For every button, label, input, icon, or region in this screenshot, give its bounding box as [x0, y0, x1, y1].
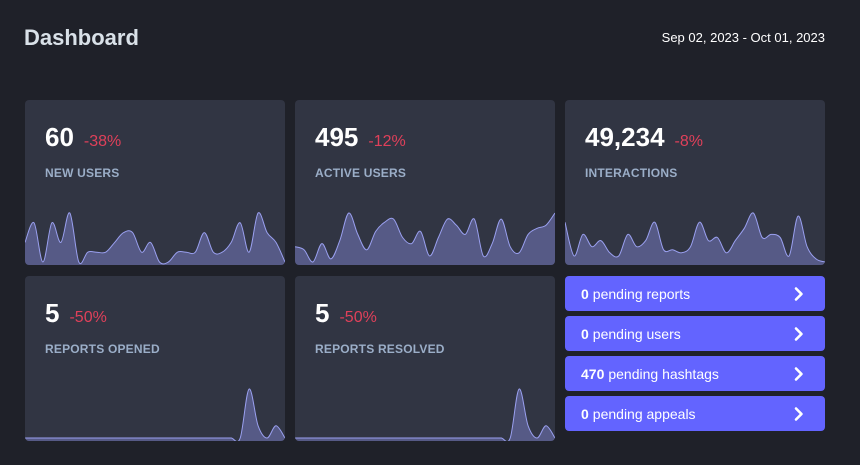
sparkline-line	[25, 388, 285, 441]
metric-label: INTERACTIONS	[585, 166, 678, 180]
sparkline-reports-resolved	[295, 388, 555, 441]
sparkline-line	[25, 212, 285, 265]
metric-card-reports-resolved: 5 -50% REPORTS RESOLVED	[295, 276, 555, 441]
sparkline-area	[25, 388, 285, 441]
pending-count: 470	[581, 365, 605, 382]
pending-count: 0	[581, 325, 589, 342]
sparkline-new-users	[25, 212, 285, 265]
metric-change: -8%	[674, 133, 703, 150]
metric-label: REPORTS OPENED	[45, 342, 160, 356]
sparkline-area	[295, 212, 555, 265]
sparkline-interactions	[565, 212, 825, 265]
metric-label: ACTIVE USERS	[315, 166, 407, 180]
metric-change: -38%	[83, 133, 122, 150]
sparkline-active-users	[295, 212, 555, 265]
pending-label: pending users	[592, 325, 681, 342]
pending-label: pending reports	[592, 285, 691, 302]
sparkline-line	[295, 388, 555, 441]
sparkline-area	[25, 212, 285, 265]
chevron-right-icon	[794, 366, 803, 381]
metric-card-reports-opened: 5 -50% REPORTS OPENED	[25, 276, 285, 441]
pending-appeals-button[interactable]: 0 pending appeals	[565, 396, 825, 431]
metric-change: -50%	[69, 309, 107, 326]
pending-count: 0	[581, 285, 589, 302]
metric-card-new-users: 60 -38% NEW USERS	[25, 100, 285, 265]
pending-count: 0	[581, 405, 589, 422]
page-title: Dashboard	[24, 25, 139, 50]
pending-label: pending appeals	[592, 405, 696, 422]
metric-value: 5	[315, 298, 330, 328]
metric-card-active-users: 495 -12% ACTIVE USERS	[295, 100, 555, 265]
sparkline-reports-opened	[25, 388, 285, 441]
metric-change: -12%	[368, 133, 406, 150]
pending-hashtags-button[interactable]: 470 pending hashtags	[565, 356, 825, 391]
sparkline-area	[565, 212, 825, 265]
metric-change: -50%	[339, 309, 377, 326]
metric-value: 5	[45, 298, 60, 328]
chevron-right-icon	[794, 406, 803, 421]
pending-reports-button[interactable]: 0 pending reports	[565, 276, 825, 311]
metric-label: NEW USERS	[45, 166, 120, 180]
chevron-right-icon	[794, 326, 803, 341]
chevron-right-icon	[794, 286, 803, 301]
metric-value: 49,234	[585, 122, 665, 152]
sparkline-line	[295, 212, 555, 263]
metric-label: REPORTS RESOLVED	[315, 342, 445, 356]
metric-card-interactions: 49,234 -8% INTERACTIONS	[565, 100, 825, 265]
metric-value: 60	[45, 122, 74, 152]
metric-value: 495	[315, 122, 359, 152]
sparkline-line	[565, 212, 825, 263]
pending-users-button[interactable]: 0 pending users	[565, 316, 825, 351]
date-range[interactable]: Sep 02, 2023 - Oct 01, 2023	[661, 30, 825, 45]
sparkline-area	[295, 388, 555, 441]
pending-label: pending hashtags	[608, 365, 719, 382]
